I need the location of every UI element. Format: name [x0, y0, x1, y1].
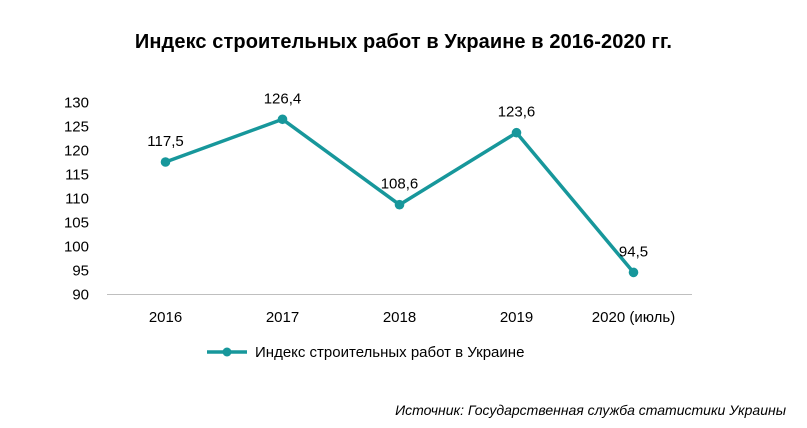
y-tick-label: 120 [64, 143, 89, 160]
y-tick-label: 110 [65, 191, 89, 208]
y-tick-label: 100 [64, 239, 89, 256]
x-tick-label: 2016 [149, 309, 182, 326]
y-tick-label: 105 [64, 215, 89, 232]
data-point [277, 114, 288, 125]
legend: Индекс строительных работ в Украине [205, 342, 524, 362]
data-label: 126,4 [264, 90, 302, 107]
y-tick-label: 125 [64, 119, 89, 136]
data-label: 123,6 [498, 104, 536, 121]
y-tick-label: 115 [65, 167, 89, 184]
y-tick-label: 130 [64, 95, 89, 112]
chart-title: Индекс строительных работ в Украине в 20… [134, 31, 673, 53]
legend-swatch-icon [207, 347, 247, 357]
data-point [394, 199, 405, 210]
x-tick-label: 2018 [383, 309, 416, 326]
data-point [511, 127, 522, 138]
data-label: 108,6 [381, 176, 419, 193]
legend-label: Индекс строительных работ в Украине [255, 343, 525, 361]
data-label: 94,5 [619, 243, 648, 260]
data-point [160, 157, 171, 167]
x-tick-label: 2017 [266, 309, 299, 326]
data-point [628, 267, 639, 278]
data-label: 117,5 [147, 133, 183, 150]
source-note: Источник: Государственная служба статист… [395, 402, 786, 418]
y-tick-label: 90 [72, 287, 89, 304]
y-tick-label: 95 [72, 263, 89, 280]
x-tick-label: 2019 [500, 309, 533, 326]
x-tick-label: 2020 (июль) [592, 309, 675, 326]
series-line [163, 117, 636, 275]
